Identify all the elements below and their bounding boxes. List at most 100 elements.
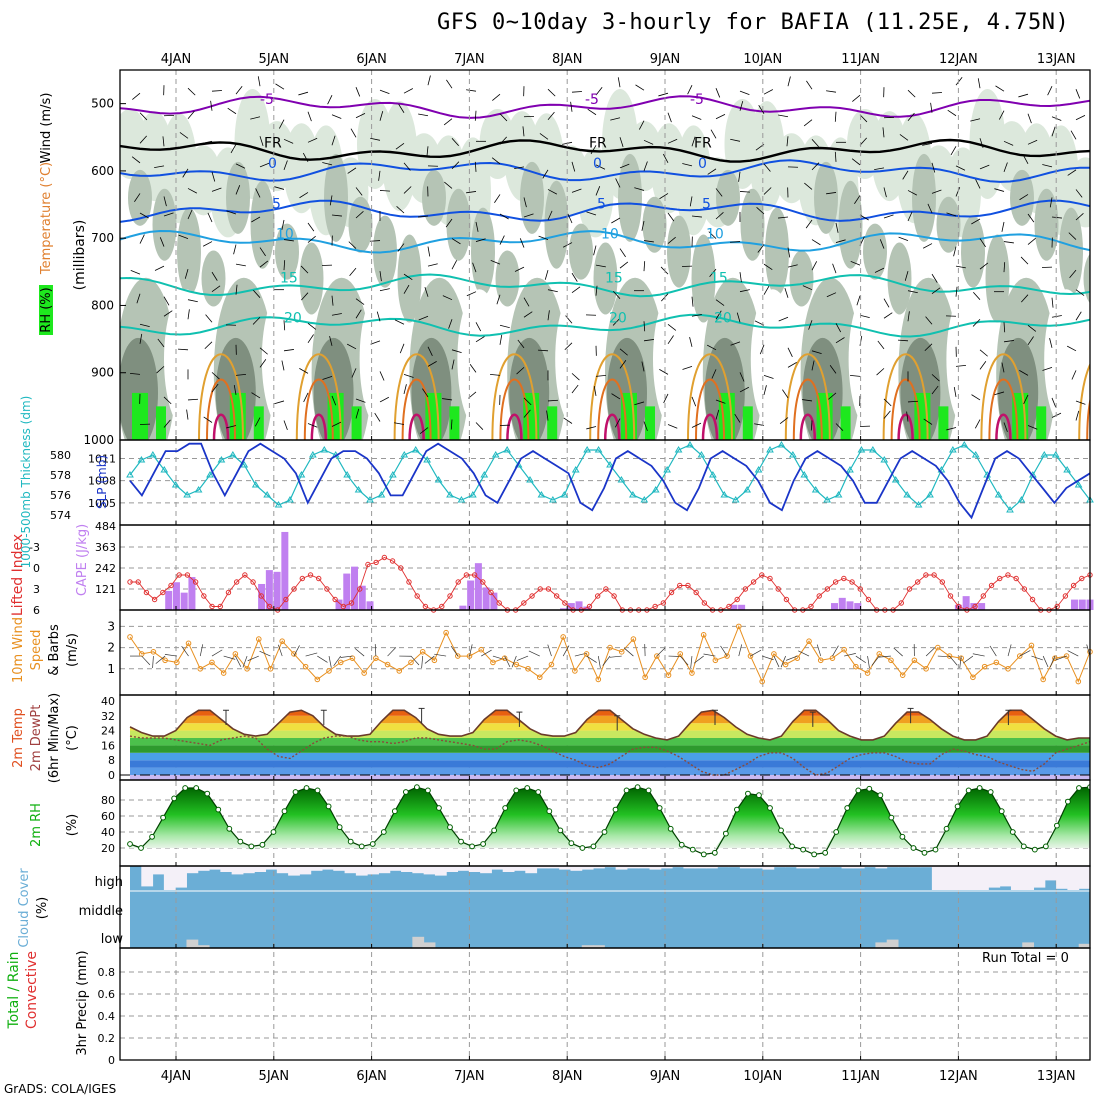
wind-barb xyxy=(163,419,171,428)
wind10m-barb xyxy=(211,649,223,657)
isotherm-contour xyxy=(120,273,1090,298)
wind-barb xyxy=(856,295,861,306)
lifted-index-point xyxy=(357,586,363,592)
dewpoint-line xyxy=(129,735,1090,776)
wind10m-barb xyxy=(1067,650,1079,657)
wind10m-barb xyxy=(1007,644,1012,657)
lifted-index-point xyxy=(242,572,248,578)
wind10m-barb xyxy=(679,655,689,666)
wind-barb xyxy=(955,165,966,171)
thickness-point xyxy=(434,476,443,483)
wind-barb xyxy=(595,164,606,170)
temp2m-group xyxy=(120,707,1090,780)
thickness-point xyxy=(583,446,592,453)
wind-barb xyxy=(835,222,839,233)
cloud-high-bar xyxy=(1078,866,1091,889)
rh2m-point xyxy=(491,827,498,834)
wind10m-barb xyxy=(1031,655,1043,661)
wind-barb xyxy=(859,137,867,146)
wind-barb xyxy=(235,373,246,376)
wind-barb xyxy=(499,113,508,122)
wind10m-axis-label-1: 10m Wind xyxy=(11,617,26,683)
wind-barb xyxy=(226,425,237,429)
lifted-index-point xyxy=(603,586,609,592)
wind10m-point xyxy=(712,657,719,664)
thickness-point xyxy=(274,501,283,508)
cape-bar xyxy=(281,531,289,610)
wind-barb xyxy=(1027,336,1034,346)
wind-barb xyxy=(355,398,366,403)
cloud-low-bar xyxy=(423,942,436,948)
temp-tick-label: 24 xyxy=(101,725,115,738)
wind-barb xyxy=(907,290,918,294)
wind-barb xyxy=(611,393,621,400)
thickness-point xyxy=(846,466,854,473)
wind-barb xyxy=(1069,269,1077,279)
x-tick-label-top: 4JAN xyxy=(161,52,192,67)
wind-barb xyxy=(203,416,213,423)
warm-contour xyxy=(792,378,823,440)
cloud-high-bar xyxy=(502,866,515,872)
wind-barb xyxy=(778,114,789,118)
wind10m-point xyxy=(654,653,660,659)
rh-area xyxy=(912,153,936,242)
wind10m-point xyxy=(1016,653,1023,659)
rh2m-point xyxy=(910,845,917,851)
wind-barb xyxy=(973,291,981,300)
wind10m-point xyxy=(162,657,168,664)
precip-tick-label: 0.4 xyxy=(98,1010,116,1023)
warm-contour xyxy=(310,413,328,440)
contour-label: FR xyxy=(694,136,712,152)
rh-area xyxy=(938,406,949,440)
wind-barb xyxy=(523,213,534,218)
wind-barb xyxy=(859,314,870,319)
thickness-point xyxy=(800,471,809,478)
wind-barb xyxy=(1022,154,1029,165)
rh-area xyxy=(156,406,166,440)
wind-barb xyxy=(643,321,646,332)
cloud-high-bar xyxy=(931,866,944,890)
cloud-high-bar xyxy=(288,866,300,876)
contour-label: -5 xyxy=(585,92,599,108)
wind-barb xyxy=(950,146,957,156)
contour-label: 5 xyxy=(597,196,606,212)
wind-barb xyxy=(667,424,678,429)
rh-area xyxy=(152,188,177,261)
wind-barb xyxy=(826,292,837,298)
wind-barb xyxy=(379,89,390,94)
wind-barb xyxy=(1075,115,1086,121)
thickness-point xyxy=(240,461,249,468)
wind10m-point xyxy=(923,665,929,672)
wind-barb xyxy=(687,85,693,95)
wind10m-point xyxy=(970,674,976,681)
lifted-index-point xyxy=(192,579,199,585)
wind-barb xyxy=(355,187,363,196)
lifted-index-point xyxy=(316,575,322,582)
cloud-high-bar xyxy=(446,866,459,872)
lifted-index-point xyxy=(652,603,658,610)
cloud-high-bar xyxy=(163,866,176,890)
wind10m-axis-label-2: Speed xyxy=(29,630,44,671)
rh2m-point xyxy=(590,843,597,850)
wind-barb xyxy=(641,220,645,231)
lifted-index-point xyxy=(594,593,601,599)
lifted-index-point xyxy=(340,603,347,610)
isotherm-contour xyxy=(120,199,1090,223)
rh2m-point xyxy=(733,806,740,813)
rh2m-point xyxy=(645,787,652,794)
thickness-point xyxy=(914,501,923,508)
lifted-index-point xyxy=(127,579,133,585)
cape-bar xyxy=(831,603,839,610)
lifted-index-point xyxy=(209,603,215,610)
wind-barb xyxy=(612,317,621,326)
slp-axis-label: SLP (mb) xyxy=(95,455,109,509)
lifted-index-point xyxy=(865,596,872,603)
wind-barb xyxy=(451,349,462,353)
wind-barb xyxy=(235,86,243,95)
thickness-point xyxy=(754,466,763,473)
wind-barb xyxy=(995,85,1005,92)
cloud-bg xyxy=(130,866,1090,948)
wind10m-barb xyxy=(562,645,570,657)
rh2m-point xyxy=(667,825,674,832)
wind10m-point xyxy=(536,674,543,681)
